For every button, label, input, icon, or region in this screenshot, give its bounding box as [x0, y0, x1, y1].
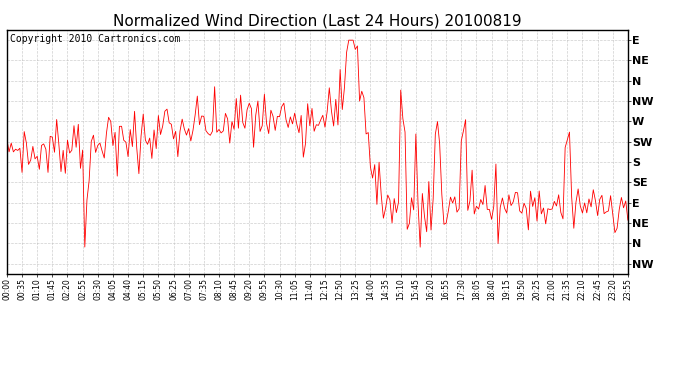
Text: Copyright 2010 Cartronics.com: Copyright 2010 Cartronics.com	[10, 34, 180, 44]
Title: Normalized Wind Direction (Last 24 Hours) 20100819: Normalized Wind Direction (Last 24 Hours…	[113, 14, 522, 29]
